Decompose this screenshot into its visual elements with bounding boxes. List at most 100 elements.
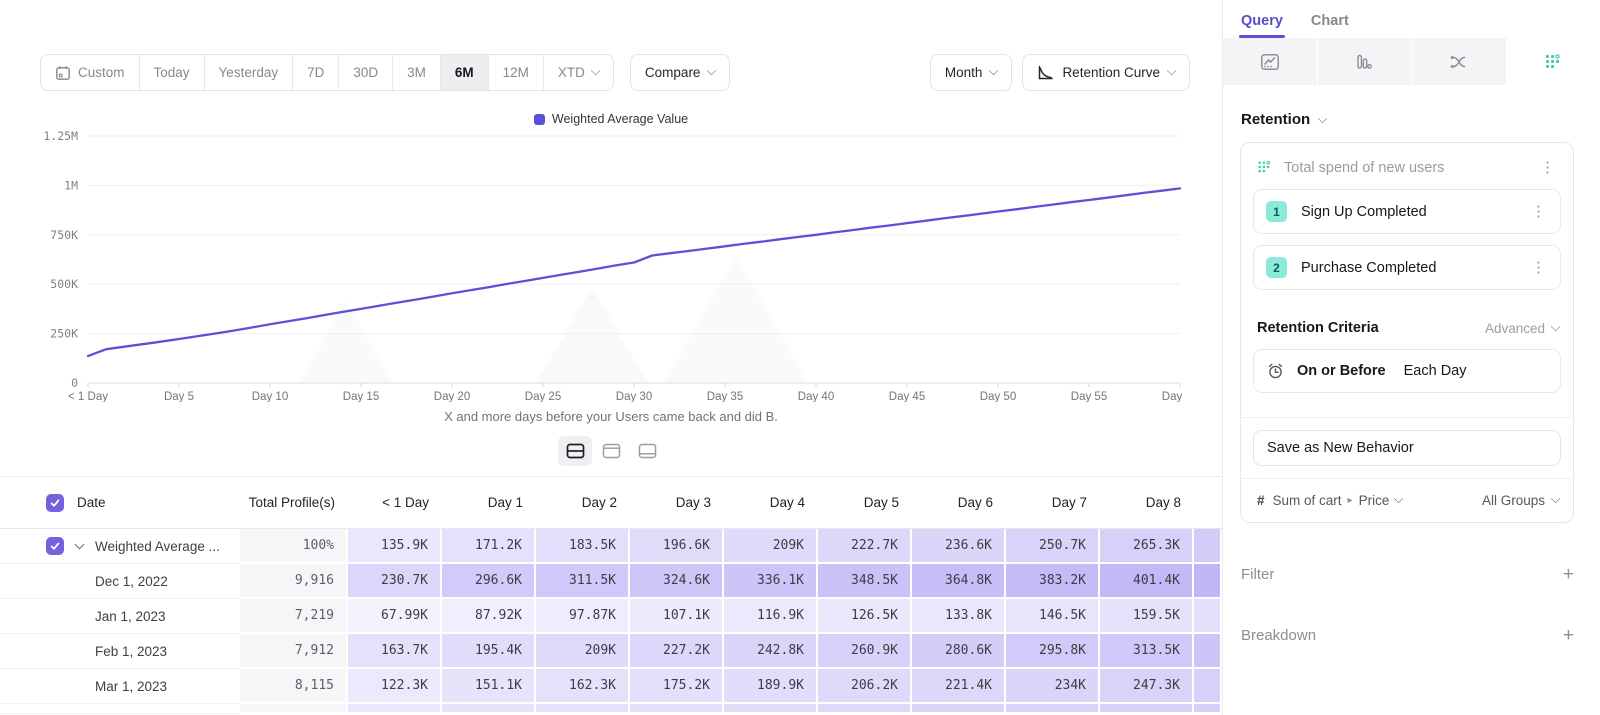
retention-value-cell: 151.1K <box>442 669 536 704</box>
svg-text:Day 10: Day 10 <box>252 391 288 402</box>
retention-value-cell: 175.2K <box>630 669 724 704</box>
row-checkbox[interactable] <box>46 537 64 555</box>
row-label-cell: Jan 1, 2023 <box>0 599 240 634</box>
granularity-label: Month <box>945 65 983 80</box>
retention-value-cell: 196.6K <box>630 529 724 564</box>
svg-text:Day 30: Day 30 <box>616 391 652 402</box>
filter-section: Filter + <box>1241 523 1574 584</box>
kebab-menu-icon[interactable]: ⋮ <box>1527 258 1550 277</box>
day-column-header: Day 1 <box>442 477 536 529</box>
granularity-dropdown[interactable]: Month <box>930 54 1013 91</box>
range-3m[interactable]: 3M <box>392 55 440 90</box>
table-row: Jan 1, 20237,21967.99K87.92K97.87K107.1K… <box>0 599 1222 634</box>
svg-text:Day 50: Day 50 <box>980 391 1016 402</box>
range-custom[interactable]: Custom <box>41 55 139 90</box>
step-purchase-completed[interactable]: 2 Purchase Completed ⋮ <box>1253 245 1561 290</box>
step-number-badge: 1 <box>1266 201 1287 222</box>
funnels-report-button[interactable] <box>1318 38 1413 85</box>
chart-view-button[interactable] <box>594 436 628 466</box>
add-filter-button[interactable]: + <box>1563 565 1574 584</box>
retention-report-button[interactable] <box>1507 38 1600 85</box>
retention-value-cell: 159.5K <box>1100 599 1194 634</box>
range-today[interactable]: Today <box>139 55 204 90</box>
chevron-down-icon <box>707 66 717 76</box>
legend-swatch <box>534 114 545 125</box>
retention-value-cell: 116.9K <box>724 599 818 634</box>
retention-value-cell: 221.4K <box>912 669 1006 704</box>
retention-section-header[interactable]: Retention <box>1223 85 1600 142</box>
retention-value-cell: 183.5K <box>536 529 630 564</box>
range-30d[interactable]: 30D <box>338 55 392 90</box>
retention-value-cell: 336.1K <box>724 564 818 599</box>
kebab-menu-icon[interactable]: ⋮ <box>1527 202 1550 221</box>
groups-selector[interactable]: All Groups <box>1482 493 1559 508</box>
row-checkbox[interactable] <box>46 494 64 512</box>
section-label: Retention <box>1241 111 1310 128</box>
partial-day-cell <box>1194 529 1222 564</box>
day-column-header: Day 3 <box>630 477 724 529</box>
range-xtd[interactable]: XTD <box>543 55 613 90</box>
behavior-card: Total spend of new users ⋮ 1 Sign Up Com… <box>1240 142 1574 523</box>
retention-value-cell: 364.8K <box>912 564 1006 599</box>
funnel-bars-icon <box>1355 53 1373 71</box>
main-content: CustomTodayYesterday7D30D3M6M12MXTD Comp… <box>0 0 1222 715</box>
svg-text:Day 20: Day 20 <box>434 391 470 402</box>
range-6m[interactable]: 6M <box>440 55 488 90</box>
chart-caption: X and more days before your Users came b… <box>36 409 1186 424</box>
retention-value-cell: 67.99K <box>348 599 442 634</box>
step-number-badge: 2 <box>1266 257 1287 278</box>
retention-value-cell: 250.7K <box>1006 529 1100 564</box>
retention-value-cell: 133.8K <box>912 599 1006 634</box>
expand-chevron-icon[interactable] <box>75 539 85 549</box>
range-yesterday[interactable]: Yesterday <box>204 55 293 90</box>
retention-value-cell: 311.5K <box>536 564 630 599</box>
retention-value-cell: 296.6K <box>442 564 536 599</box>
chevron-down-icon <box>1551 321 1561 331</box>
save-as-new-behavior-button[interactable]: Save as New Behavior <box>1253 430 1561 466</box>
total-profiles-cell: 8,115 <box>240 669 348 704</box>
caret-right-icon: ▸ <box>1348 495 1353 506</box>
measure-selector[interactable]: Sum of cart ▸ Price <box>1273 493 1403 508</box>
measure-row: # Sum of cart ▸ Price All Groups <box>1241 478 1573 522</box>
flows-report-button[interactable] <box>1412 38 1507 85</box>
retention-value-cell: 227.2K <box>630 634 724 669</box>
retention-value-cell: 189.9K <box>724 669 818 704</box>
step-sign-up-completed[interactable]: 1 Sign Up Completed ⋮ <box>1253 189 1561 234</box>
split-view-button[interactable] <box>558 436 592 466</box>
criteria-period: Each Day <box>1404 363 1467 379</box>
chevron-down-icon <box>1318 114 1328 124</box>
alarm-clock-icon <box>1266 362 1285 380</box>
table-view-button[interactable] <box>630 436 664 466</box>
total-profiles-header: Total Profile(s) <box>240 477 348 529</box>
retention-value-cell: 87.92K <box>442 599 536 634</box>
number-property-icon: # <box>1257 493 1265 508</box>
chart-legend[interactable]: Weighted Average Value <box>36 112 1186 126</box>
insights-report-button[interactable] <box>1223 38 1318 85</box>
chevron-down-icon <box>989 66 999 76</box>
svg-text:500K: 500K <box>50 277 78 291</box>
tab-chart[interactable]: Chart <box>1311 13 1349 38</box>
behavior-title: Total spend of new users <box>1284 160 1524 176</box>
criteria-card[interactable]: On or Before Each Day <box>1253 349 1561 393</box>
compare-button[interactable]: Compare <box>630 54 731 91</box>
range-12m[interactable]: 12M <box>488 55 543 90</box>
partial-day-cell <box>1194 634 1222 669</box>
svg-text:250K: 250K <box>50 327 78 341</box>
retention-curve-icon <box>1037 65 1054 81</box>
tab-query[interactable]: Query <box>1241 13 1283 38</box>
filter-label: Filter <box>1241 566 1563 583</box>
insights-icon <box>1260 53 1280 71</box>
chart-type-dropdown[interactable]: Retention Curve <box>1022 54 1190 91</box>
table-row: Dec 1, 20229,916230.7K296.6K311.5K324.6K… <box>0 564 1222 599</box>
row-label-cell: Dec 1, 2022 <box>0 564 240 599</box>
day-column-header: Day 5 <box>818 477 912 529</box>
retention-value-cell: 97.87K <box>536 599 630 634</box>
kebab-menu-icon[interactable]: ⋮ <box>1536 158 1559 177</box>
svg-text:Day 40: Day 40 <box>798 391 834 402</box>
partial-day-cell <box>1194 564 1222 599</box>
range-7d[interactable]: 7D <box>292 55 338 90</box>
advanced-dropdown[interactable]: Advanced <box>1485 321 1559 336</box>
toolbar: CustomTodayYesterday7D30D3M6M12MXTD Comp… <box>40 54 1190 91</box>
add-breakdown-button[interactable]: + <box>1563 626 1574 645</box>
table-row-cropped <box>0 704 1222 714</box>
